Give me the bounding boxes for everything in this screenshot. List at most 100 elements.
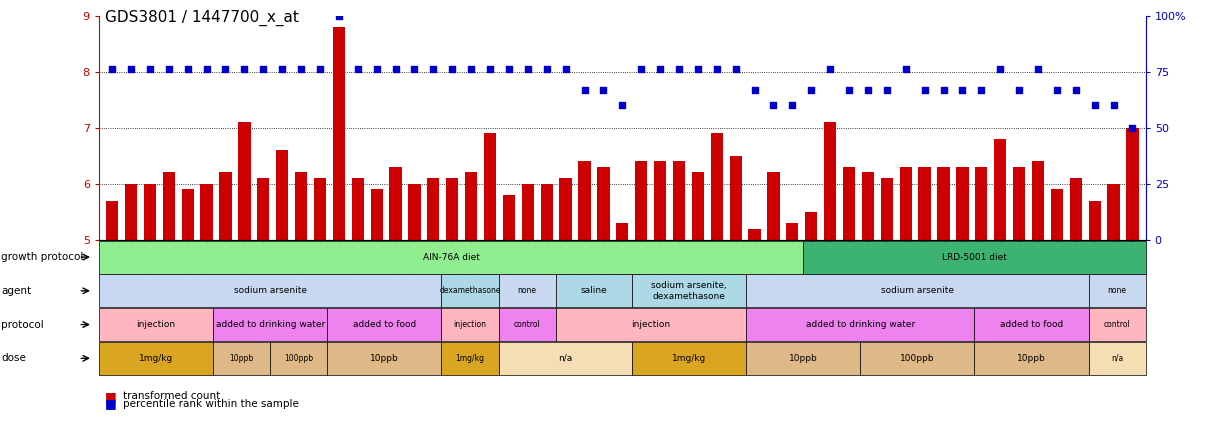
Text: 100ppb: 100ppb (900, 354, 935, 363)
Text: LRD-5001 diet: LRD-5001 diet (942, 253, 1007, 262)
Bar (239, 122, 251, 444)
Bar (522, 184, 534, 444)
Text: added to food: added to food (353, 320, 416, 329)
Bar (1107, 184, 1119, 444)
Bar (843, 167, 855, 444)
Bar (314, 178, 326, 444)
Text: transformed count: transformed count (123, 391, 221, 401)
Text: added to drinking water: added to drinking water (216, 320, 324, 329)
Point (613, 102, 632, 109)
Text: none: none (517, 286, 537, 295)
Point (405, 66, 425, 73)
Bar (730, 156, 742, 444)
Point (745, 86, 765, 93)
Text: GDS3801 / 1447700_x_at: GDS3801 / 1447700_x_at (105, 10, 299, 26)
Point (783, 102, 802, 109)
Point (933, 86, 953, 93)
Bar (1013, 167, 1025, 444)
Point (253, 66, 273, 73)
Bar (466, 173, 478, 444)
Text: growth protocol: growth protocol (1, 252, 83, 262)
Text: n/a: n/a (558, 354, 573, 363)
Text: ■: ■ (105, 389, 117, 403)
Point (235, 66, 254, 73)
Text: 1mg/kg: 1mg/kg (672, 354, 706, 363)
Point (972, 86, 991, 93)
Point (386, 66, 405, 73)
Text: control: control (514, 320, 540, 329)
Bar (956, 167, 968, 444)
Point (669, 66, 689, 73)
Point (915, 86, 935, 93)
Bar (937, 167, 949, 444)
Point (480, 66, 499, 73)
Bar (786, 223, 798, 444)
Bar (636, 161, 648, 444)
Bar (710, 133, 722, 444)
Point (197, 66, 216, 73)
Point (650, 66, 669, 73)
Bar (446, 178, 458, 444)
Bar (560, 178, 572, 444)
Bar (409, 184, 421, 444)
Bar (1032, 161, 1044, 444)
Point (273, 66, 292, 73)
Text: ■: ■ (105, 397, 117, 411)
Point (1029, 66, 1048, 73)
Point (216, 66, 235, 73)
Bar (654, 161, 666, 444)
Text: 10ppb: 10ppb (370, 354, 399, 363)
Point (1103, 102, 1123, 109)
Text: 10ppb: 10ppb (1017, 354, 1046, 363)
Bar (673, 161, 685, 444)
Point (103, 66, 122, 73)
Point (859, 86, 878, 93)
Bar (824, 122, 836, 444)
Point (839, 86, 859, 93)
Bar (257, 178, 269, 444)
Point (519, 66, 538, 73)
Point (159, 66, 178, 73)
Bar (276, 150, 288, 444)
Text: injection: injection (631, 320, 671, 329)
Point (632, 66, 651, 73)
Point (593, 86, 613, 93)
Bar (767, 173, 779, 444)
Bar (597, 167, 609, 444)
Point (1066, 86, 1085, 93)
Point (367, 66, 386, 73)
Bar (749, 229, 761, 444)
Text: sodium arsenite: sodium arsenite (234, 286, 306, 295)
Point (707, 66, 726, 73)
Point (896, 66, 915, 73)
Bar (1050, 189, 1062, 444)
Text: sodium arsenite: sodium arsenite (880, 286, 954, 295)
Point (349, 66, 368, 73)
Bar (692, 173, 704, 444)
Bar (182, 189, 194, 444)
Bar (106, 201, 118, 444)
Point (556, 66, 575, 73)
Point (726, 66, 745, 73)
Point (1047, 86, 1066, 93)
Point (122, 66, 141, 73)
Bar (1070, 178, 1082, 444)
Bar (862, 173, 874, 444)
Text: n/a: n/a (1111, 354, 1123, 363)
Point (990, 66, 1009, 73)
Bar (484, 133, 496, 444)
Text: 10ppb: 10ppb (229, 354, 253, 363)
Text: dexamethasone: dexamethasone (439, 286, 500, 295)
Point (499, 66, 519, 73)
Point (329, 12, 349, 19)
Bar (352, 178, 364, 444)
Text: injection: injection (136, 320, 176, 329)
Bar (900, 167, 912, 444)
Text: AIN-76A diet: AIN-76A diet (422, 253, 480, 262)
Point (1123, 124, 1142, 131)
Point (178, 66, 198, 73)
Bar (503, 195, 515, 444)
Point (537, 66, 556, 73)
Text: injection: injection (453, 320, 486, 329)
Bar (125, 184, 137, 444)
